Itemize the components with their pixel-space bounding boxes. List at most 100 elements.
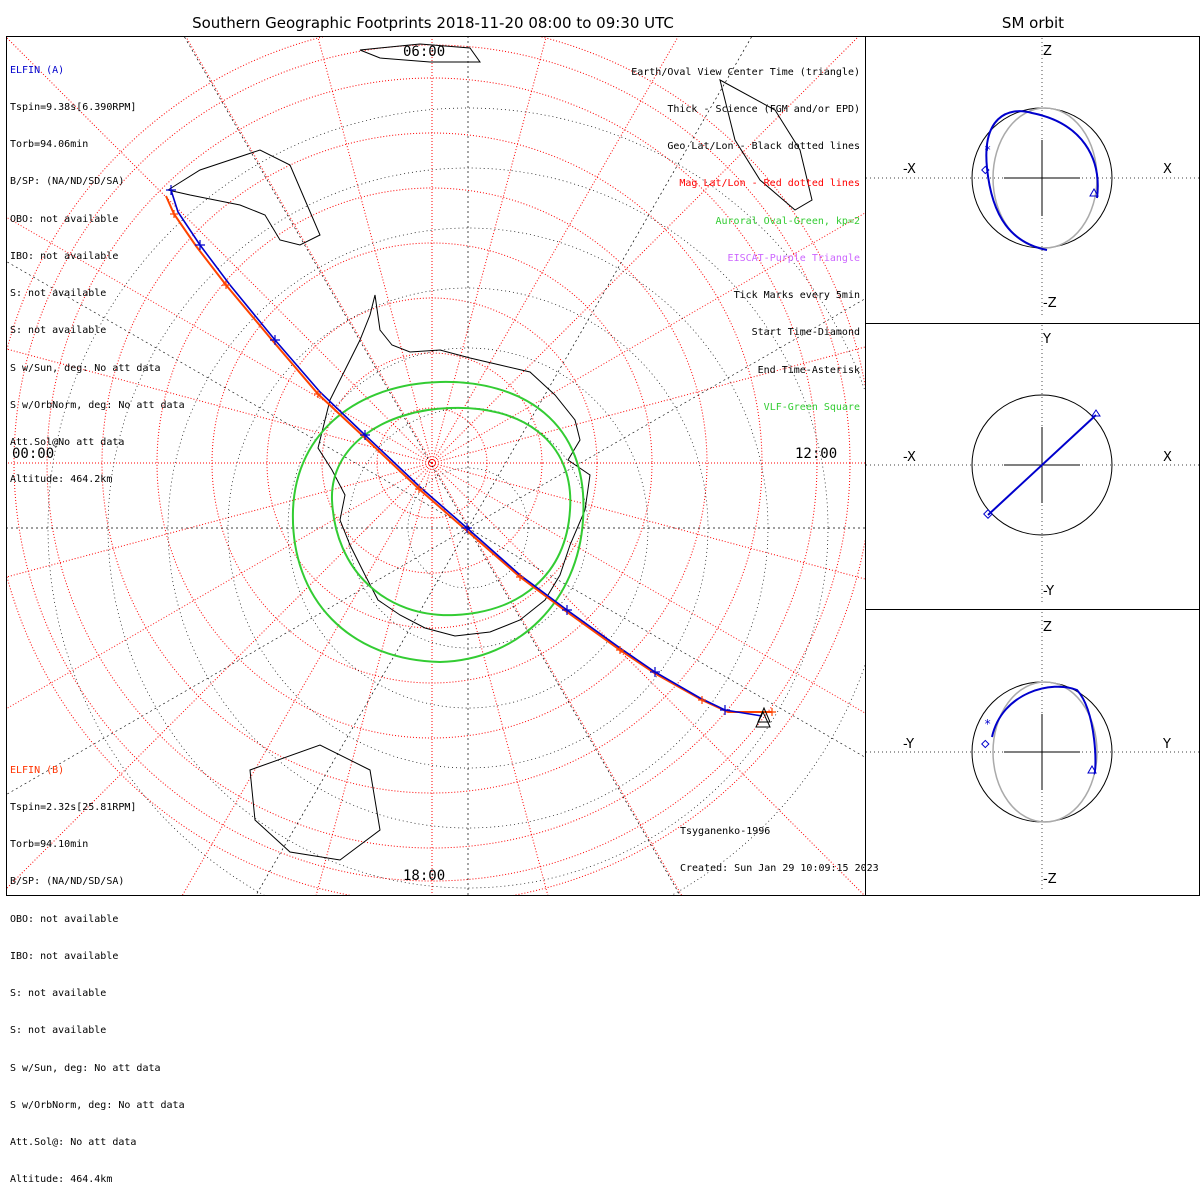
elfin-a-line: S: not available [10,325,107,337]
legend-entry: Mag Lat/Lon - Red dotted lines [679,178,860,190]
mag-longitude-line [431,212,865,464]
elfin-a-footprint-track [170,189,763,717]
elfin-b-line: OBO: not available [10,913,119,925]
orbit3-bottom-label: -Z [1043,872,1057,887]
elfin-a-line: B/SP: (NA/ND/SD/SA) [10,176,125,188]
geo-longitude-line [467,527,681,895]
elfin-a-tick-mark [270,335,280,345]
orbit1-right-label: X [1163,162,1172,177]
antarctica-coastline [317,294,591,637]
created-timestamp: Created: Sun Jan 29 10:09:15 2023 [680,863,879,875]
mag-longitude-line [317,37,433,464]
elfin-a-line: Torb=94.06min [10,139,89,151]
elfin-a-line: Altitude: 464.2km [10,474,113,486]
orbit2-left-label: -X [903,450,916,465]
mag-longitude-line [431,462,865,895]
mag-latitude-circle [156,187,708,739]
elfin-a-line: IBO: not available [10,250,119,262]
mlt-label-left: 00:00 [12,446,55,462]
elfin-a-line: S w/Sun, deg: No att data [10,362,161,374]
elfin-a-line: OBO: not available [10,213,119,225]
legend-entry: Thick - Science (FGM and/or EPD) [667,104,860,116]
elfin-b-info: ELFIN (B) Tspin=2.32s[25.81RPM] Torb=94.… [10,740,185,1199]
geo-longitude-line [467,298,865,529]
elfin-a-tick-mark [562,605,572,615]
mag-longitude-line [7,37,433,464]
orbit1-top-label: Z [1043,44,1052,59]
orbit-end-triangle [1091,409,1101,417]
australia-coastline [249,744,381,861]
elfin-a-tick-mark [462,523,472,533]
elfin-a-info: ELFIN (A) Tspin=9.38s[6.390RPM] Torb=94.… [10,40,185,499]
elfin-b-tick-mark [314,390,322,398]
elfin-b-tick-mark [616,646,624,654]
elfin-a-tick-mark [650,667,660,677]
geo-longitude-line [467,37,752,529]
mag-longitude-line [7,462,433,709]
auroral-oval-inner [330,406,572,617]
mag-longitude-line [431,37,547,464]
elfin-b-tick-mark [698,696,706,704]
elfin-a-line: Tspin=9.38s[6.390RPM] [10,102,137,114]
legend-entry: EISCAT-Purple Triangle [727,252,860,264]
view-center-triangle [757,706,771,723]
orbit-panel-title: SM orbit [1001,14,1065,32]
south-america-coastline [166,149,321,246]
elfin-a-line: S: not available [10,288,107,300]
orbit2-top-label: Y [1043,332,1051,347]
elfin-a-tick-mark [166,185,176,195]
geo-longitude-line [467,527,865,758]
elfin-b-footprint-track [165,195,772,713]
mag-longitude-line [431,346,865,464]
elfin-a-tick-mark [360,430,370,440]
legend-entry: Auroral Oval-Green, kp=2 [715,215,861,227]
mag-longitude-line [182,462,433,895]
geo-longitude-line [255,527,469,895]
orbit-start-diamond [983,509,993,519]
mag-longitude-line [431,462,682,895]
elfin-b-line: S: not available [10,988,107,1000]
mlt-label-top: 06:00 [403,44,446,60]
elfin-a-line: S w/OrbNorm, deg: No att data [10,399,185,411]
elfin-a-tick-mark [720,705,730,715]
orbit2-bottom-label: -Y [1043,584,1055,599]
elfin-a-header: ELFIN (A) [10,64,65,76]
footprint-map-frame [6,36,866,896]
orbit1-left-label: -X [903,162,916,177]
legend-entry: VLF-Green Square [763,401,860,413]
elfin-b-header: ELFIN (B) [10,764,65,776]
orbit3-top-label: Z [1043,620,1052,635]
mag-longitude-line [315,462,433,895]
orbit1-bottom-label: -Z [1043,296,1057,311]
mag-longitude-line [431,37,859,464]
legend-entry: Tick Marks every 5min [733,290,860,302]
legend-entry: Earth/Oval View Center Time (triangle) [631,66,860,78]
geo-longitude-line [7,527,469,795]
elfin-b-line: S: not available [10,1025,107,1037]
orbit-trace-other [992,681,1098,823]
legend-entry: Geo Lat/Lon - Black dotted lines [667,141,860,153]
mag-longitude-line [431,462,549,895]
orbit3-right-label: Y [1163,737,1171,752]
elfin-b-line: S w/Sun, deg: No att data [10,1062,161,1074]
elfin-b-line: IBO: not available [10,950,119,962]
plot-title: Southern Geographic Footprints 2018-11-2… [192,14,674,32]
mag-longitude-line [7,462,433,578]
northern-landmass-coastline [359,43,481,63]
mlt-label-right: 12:00 [795,446,838,462]
mag-longitude-line [431,462,865,580]
orbit3-left-label: -Y [903,737,915,752]
orbit-start-diamond [981,739,990,749]
legend-entry: Start Time-Diamond [751,327,860,339]
map-footer: Tsyganenko-1996 Created: Sun Jan 29 10:0… [680,801,879,888]
orbit-start-diamond [981,165,990,175]
orbit-trace-a [985,110,1099,251]
orbit-end-triangle [1087,764,1097,774]
elfin-b-tick-mark [768,708,776,716]
elfin-b-line: Att.Sol@: No att data [10,1137,137,1148]
geo-longitude-line [7,261,469,529]
elfin-b-tick-mark [170,210,178,218]
elfin-b-tick-mark [516,573,524,581]
elfin-b-line: B/SP: (NA/ND/SD/SA) [10,876,125,888]
orbit2-right-label: X [1163,450,1172,465]
